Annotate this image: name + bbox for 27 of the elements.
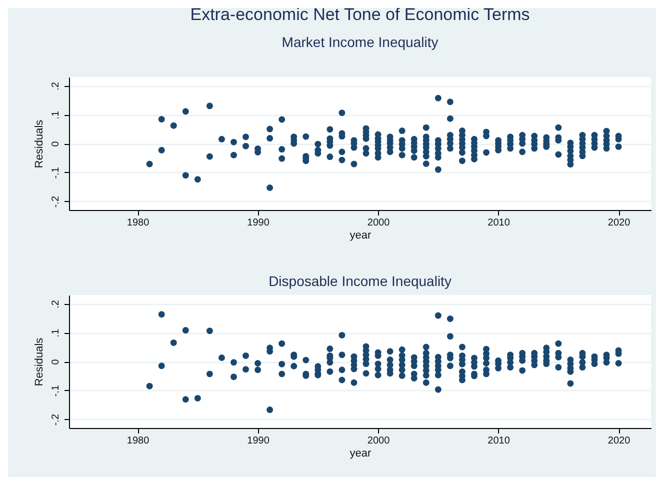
y-axis-title: Residuals — [34, 119, 46, 168]
x-tick-label: 1980 — [126, 436, 150, 446]
x-tick-label: 2020 — [608, 218, 631, 228]
x-tick-label: 1990 — [247, 218, 270, 228]
x-tick-label: 1990 — [247, 436, 270, 446]
chart-title: Extra-economic Net Tone of Economic Terms — [190, 5, 530, 24]
y-tick-label: -.2 — [50, 414, 62, 426]
y-tick-label: 0 — [50, 358, 62, 365]
chart-title: Disposable Income Inequality — [268, 273, 452, 289]
x-tick-label: 1980 — [126, 218, 150, 228]
x-tick-label: 2010 — [488, 218, 510, 228]
y-tick-label: .2 — [50, 82, 62, 90]
x-axis-title: year — [350, 448, 372, 460]
y-tick-label: .1 — [50, 328, 62, 338]
y-tick-label: .1 — [50, 110, 62, 120]
y-tick-label: 0 — [50, 140, 62, 147]
y-tick-label: .2 — [50, 300, 62, 308]
x-tick-label: 2020 — [608, 436, 631, 446]
y-axis-title: Residuals — [34, 337, 46, 386]
x-tick-label: 2000 — [367, 218, 390, 228]
x-tick-label: 2000 — [367, 436, 390, 446]
chart-subtitle: Market Income Inequality — [282, 34, 438, 50]
y-tick-label: -.1 — [50, 166, 62, 179]
y-tick-label: -.1 — [50, 384, 62, 397]
x-axis-title: year — [350, 230, 372, 242]
x-tick-label: 2010 — [488, 436, 510, 446]
y-tick-label: -.2 — [50, 196, 62, 208]
